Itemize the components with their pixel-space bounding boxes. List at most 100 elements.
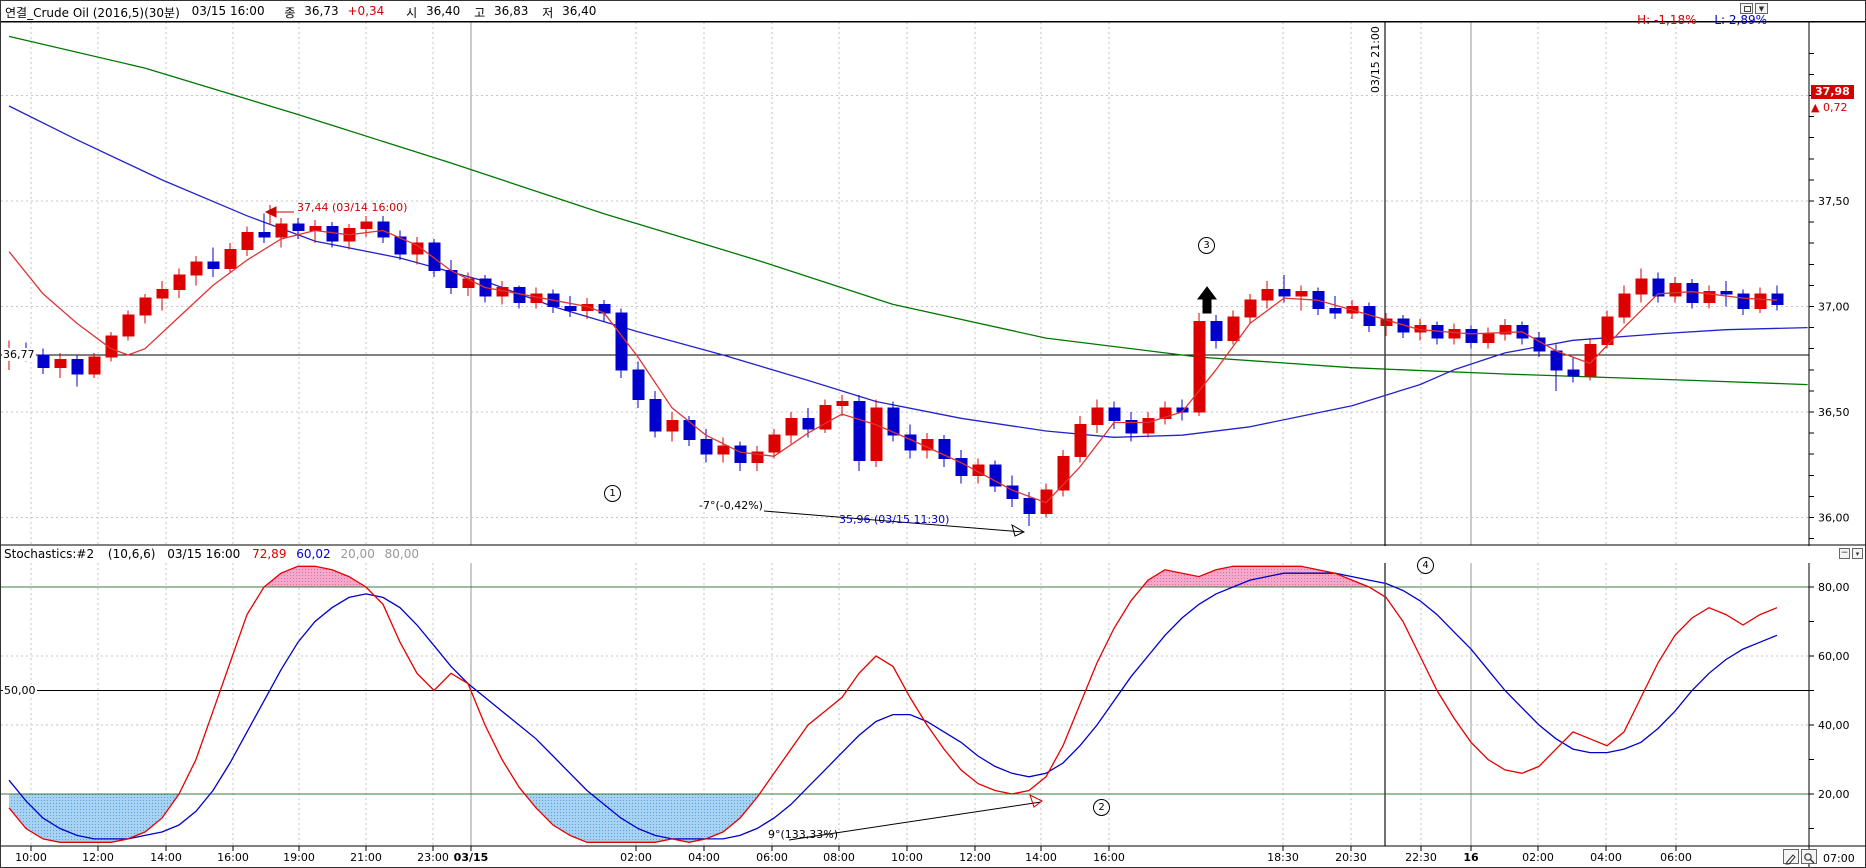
time-axis-label: 04:00 bbox=[688, 851, 720, 864]
candle bbox=[700, 438, 713, 455]
marker-circle-3[interactable]: 3 bbox=[1198, 237, 1215, 254]
candle bbox=[734, 445, 747, 464]
moving-average-layer bbox=[8, 35, 1808, 438]
zoom-tool-icon[interactable] bbox=[1801, 849, 1817, 864]
candle bbox=[615, 312, 628, 371]
candle bbox=[275, 223, 288, 238]
candle bbox=[54, 358, 67, 369]
time-axis-label: 18:30 bbox=[1267, 851, 1299, 864]
price-axis-label: 36,00 bbox=[1818, 512, 1850, 525]
candle bbox=[139, 297, 152, 316]
corner-time-label: 07:00 bbox=[1823, 852, 1855, 865]
up-arrow-marker bbox=[1197, 286, 1217, 314]
high-value: 36,83 bbox=[494, 4, 529, 18]
marker-circle-1[interactable]: 1 bbox=[604, 485, 621, 502]
time-axis-label: 16 bbox=[1463, 851, 1479, 864]
open-value: 36,40 bbox=[425, 4, 461, 18]
time-axis-label: 22:30 bbox=[1405, 851, 1437, 864]
time-axis-label: 19:00 bbox=[283, 851, 315, 864]
close-label: 종 bbox=[284, 6, 296, 20]
candle bbox=[632, 369, 645, 400]
candle bbox=[394, 236, 407, 255]
drawing-objects-layer[interactable] bbox=[264, 22, 1386, 846]
candle bbox=[1737, 293, 1750, 310]
candle bbox=[1482, 333, 1495, 343]
candle bbox=[1635, 278, 1648, 295]
candle bbox=[207, 261, 220, 270]
time-axis-label: 16:00 bbox=[1093, 851, 1125, 864]
candles-layer bbox=[3, 213, 1784, 526]
downtrend-angle-annotation[interactable]: -7°(-0,42%) bbox=[699, 499, 763, 512]
panel-menu-icon[interactable]: ▾ bbox=[1852, 548, 1863, 559]
oversold-region bbox=[9, 794, 179, 843]
time-axis-label: 23:00 bbox=[417, 851, 449, 864]
candle bbox=[1261, 289, 1274, 301]
candle bbox=[1720, 291, 1733, 295]
stoch-datetime: 03/15 16:00 bbox=[167, 547, 241, 561]
candle bbox=[1550, 350, 1563, 371]
candle bbox=[1244, 299, 1257, 318]
time-axis-label: 02:00 bbox=[620, 851, 652, 864]
axes-layer bbox=[1, 21, 1865, 867]
stoch-k-value: 72,89 bbox=[252, 547, 287, 561]
candle bbox=[1754, 293, 1767, 310]
marker-circle-2[interactable]: 2 bbox=[1093, 799, 1110, 816]
stoch-d-line bbox=[8, 572, 1778, 840]
candle bbox=[1652, 278, 1665, 297]
high-low-percent: H: -1,18% L: 2,89% bbox=[1541, 13, 1767, 27]
stoch-axis-label: 40,00 bbox=[1818, 719, 1850, 732]
panel-minimize-icon[interactable]: − bbox=[1839, 548, 1850, 559]
low-label: 저 bbox=[542, 6, 554, 20]
draw-tool-icon[interactable] bbox=[1783, 849, 1799, 865]
candle bbox=[360, 221, 373, 229]
peak-price-annotation[interactable]: 37,44 (03/14 16:00) bbox=[297, 201, 408, 214]
candle bbox=[1669, 282, 1682, 297]
low-value: 36,40 bbox=[562, 4, 597, 18]
ma-slow-line bbox=[8, 35, 1808, 386]
candle bbox=[989, 464, 1002, 487]
price-axis-label: 36,50 bbox=[1818, 406, 1850, 419]
stoch-params: (10,6,6) bbox=[107, 547, 156, 561]
window-dropdown-icon[interactable]: ▼ bbox=[1755, 3, 1768, 14]
candle bbox=[819, 405, 832, 430]
candle bbox=[1210, 320, 1223, 341]
candle bbox=[71, 358, 84, 375]
candle bbox=[224, 249, 237, 270]
ma-fast-layer bbox=[8, 229, 1778, 504]
candle bbox=[292, 223, 305, 232]
vertical-line-label: 03/15 21:00 bbox=[1369, 26, 1382, 93]
time-axis-label: 21:00 bbox=[350, 851, 382, 864]
time-axis-label: 03/15 bbox=[454, 851, 489, 864]
candle bbox=[377, 221, 390, 238]
stochastic-fill-layer bbox=[9, 566, 1369, 843]
current-price-change: ▲ 0,72 bbox=[1811, 101, 1848, 114]
stochastic-lines-layer bbox=[8, 565, 1778, 843]
candle bbox=[156, 289, 169, 299]
candle bbox=[1091, 407, 1104, 426]
marker-circle-4[interactable]: 4 bbox=[1417, 557, 1434, 574]
candle bbox=[1618, 293, 1631, 318]
ma-fast-line bbox=[8, 229, 1778, 504]
close-value: 36,73 bbox=[304, 4, 339, 18]
trough-price-annotation[interactable]: 35,96 (03/15 11:30) bbox=[839, 513, 950, 526]
candle bbox=[462, 278, 475, 289]
candle bbox=[105, 335, 118, 358]
stoch-mid-label: 50,00 bbox=[3, 684, 37, 697]
candle bbox=[173, 274, 186, 291]
window-restore-icon[interactable] bbox=[1740, 3, 1753, 14]
stoch-k-line bbox=[8, 565, 1778, 843]
time-axis-label: 10:00 bbox=[15, 851, 47, 864]
candle bbox=[1125, 419, 1138, 434]
price-axis-label: 37,50 bbox=[1818, 195, 1850, 208]
candle bbox=[1448, 329, 1461, 339]
candle bbox=[870, 407, 883, 462]
uptrend-angle-annotation[interactable]: 9°(133,33%) bbox=[768, 828, 839, 841]
candle bbox=[581, 303, 594, 312]
level-lines-layer bbox=[1, 354, 1809, 795]
time-axis-label: 16:00 bbox=[217, 851, 249, 864]
candle bbox=[190, 261, 203, 276]
time-axis-label: 06:00 bbox=[1660, 851, 1692, 864]
change-value: +0,34 bbox=[347, 4, 385, 18]
candle bbox=[1227, 316, 1240, 341]
